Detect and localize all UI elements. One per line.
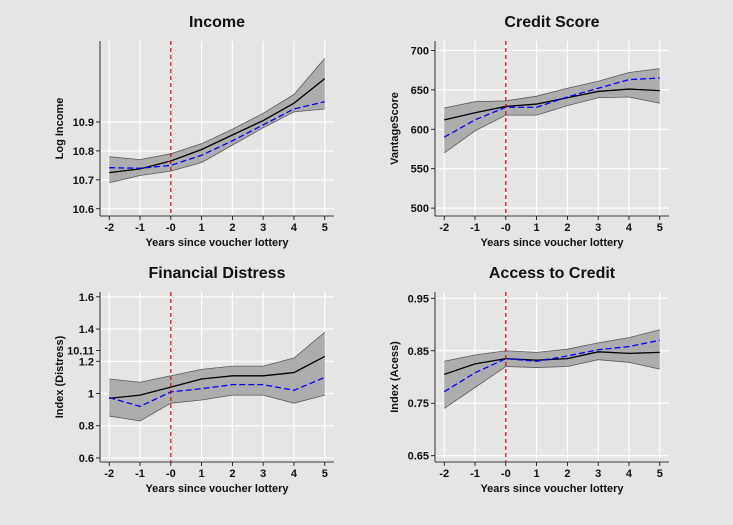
x-tick-label: 2 bbox=[229, 222, 235, 234]
x-tick-label: 2 bbox=[229, 468, 235, 480]
x-tick-label: -2 bbox=[104, 222, 114, 234]
y-tick-label: 10.6 bbox=[73, 204, 94, 216]
x-tick-label: 1 bbox=[534, 468, 540, 480]
x-tick-label: -0 bbox=[501, 222, 511, 234]
x-tick-label: 1 bbox=[534, 222, 540, 234]
panel-title: Financial Distress bbox=[149, 265, 286, 282]
x-tick-label: 3 bbox=[595, 222, 601, 234]
x-tick-label: 4 bbox=[626, 222, 633, 234]
y-tick-label: 10.8 bbox=[73, 146, 94, 158]
x-tick-label: 3 bbox=[260, 222, 266, 234]
y-axis-label: VantageScore bbox=[389, 92, 401, 165]
plot-area bbox=[100, 41, 334, 216]
y-tick-label: 600 bbox=[411, 124, 429, 136]
x-tick-label: 4 bbox=[626, 468, 633, 480]
y-axis-label: Log Income bbox=[54, 98, 66, 160]
x-tick-label: -0 bbox=[166, 468, 176, 480]
x-axis-label: Years since voucher lottery bbox=[145, 483, 289, 495]
x-tick-label: -2 bbox=[439, 468, 449, 480]
x-tick-label: 3 bbox=[595, 468, 601, 480]
y-tick-label: 1 bbox=[88, 389, 94, 401]
panel-title: Credit Score bbox=[504, 14, 599, 31]
y-tick-label: 0.65 bbox=[408, 451, 429, 463]
y-axis-label: Index (Acess) bbox=[389, 341, 401, 413]
y-tick-label: 1.2 bbox=[79, 356, 94, 368]
panel-title: Income bbox=[189, 14, 245, 31]
y-tick-label: 1.4 bbox=[79, 324, 95, 336]
panel-4: -2 -1 -0 1 2 3 4 5 0.65 0.75 0.85 0.95 Access to Cre… bbox=[389, 265, 669, 495]
x-tick-label: -1 bbox=[135, 222, 145, 234]
y-tick-label: 500 bbox=[411, 203, 429, 215]
x-tick-label: 5 bbox=[657, 222, 663, 234]
x-tick-label: -1 bbox=[470, 468, 480, 480]
x-tick-label: 5 bbox=[657, 468, 663, 480]
x-tick-label: -2 bbox=[104, 468, 114, 480]
x-tick-label: 4 bbox=[291, 222, 298, 234]
panel-title: Access to Credit bbox=[489, 265, 616, 282]
x-tick-label: 3 bbox=[260, 468, 266, 480]
x-tick-label: 5 bbox=[322, 222, 328, 234]
y-tick-label: 0.95 bbox=[408, 293, 429, 305]
x-tick-label: 2 bbox=[564, 222, 570, 234]
y-tick-label: 0.6 bbox=[79, 453, 94, 465]
x-tick-label: 2 bbox=[564, 468, 570, 480]
panel-2: -2 -1 -0 1 2 3 4 5 500 550 600 650 700 Credit Score Ye… bbox=[389, 14, 669, 249]
x-tick-label: -1 bbox=[470, 222, 480, 234]
x-axis-label: Years since voucher lottery bbox=[480, 237, 624, 249]
y-tick-label: 1.6 bbox=[79, 292, 94, 304]
x-tick-label: -2 bbox=[439, 222, 449, 234]
x-axis-label: Years since voucher lottery bbox=[480, 483, 624, 495]
x-tick-label: 1 bbox=[199, 468, 205, 480]
panel-3: -2 -1 -0 1 2 3 4 5 0.6 0.8 1 1.2 1.4 1.6 Financial Dis… bbox=[54, 265, 334, 495]
x-tick-label: 4 bbox=[291, 468, 298, 480]
y-tick-label: 550 bbox=[411, 164, 429, 176]
y-tick-label: 10.7 bbox=[73, 175, 94, 187]
y-tick-label: 0.85 bbox=[408, 346, 429, 358]
y-tick-label: 0.75 bbox=[408, 398, 429, 410]
x-tick-label: -0 bbox=[166, 222, 176, 234]
y-tick-label: 0.8 bbox=[79, 421, 94, 433]
x-tick-label: 5 bbox=[322, 468, 328, 480]
x-tick-label: -1 bbox=[135, 468, 145, 480]
x-tick-label: -0 bbox=[501, 468, 511, 480]
x-tick-label: 1 bbox=[199, 222, 205, 234]
x-axis-label: Years since voucher lottery bbox=[145, 237, 289, 249]
y-tick-label: 700 bbox=[411, 45, 429, 57]
y-tick-label: 650 bbox=[411, 85, 429, 97]
y-axis-label: Index (Distress) bbox=[54, 335, 66, 418]
y-tick-label: 10.9 bbox=[73, 117, 94, 129]
